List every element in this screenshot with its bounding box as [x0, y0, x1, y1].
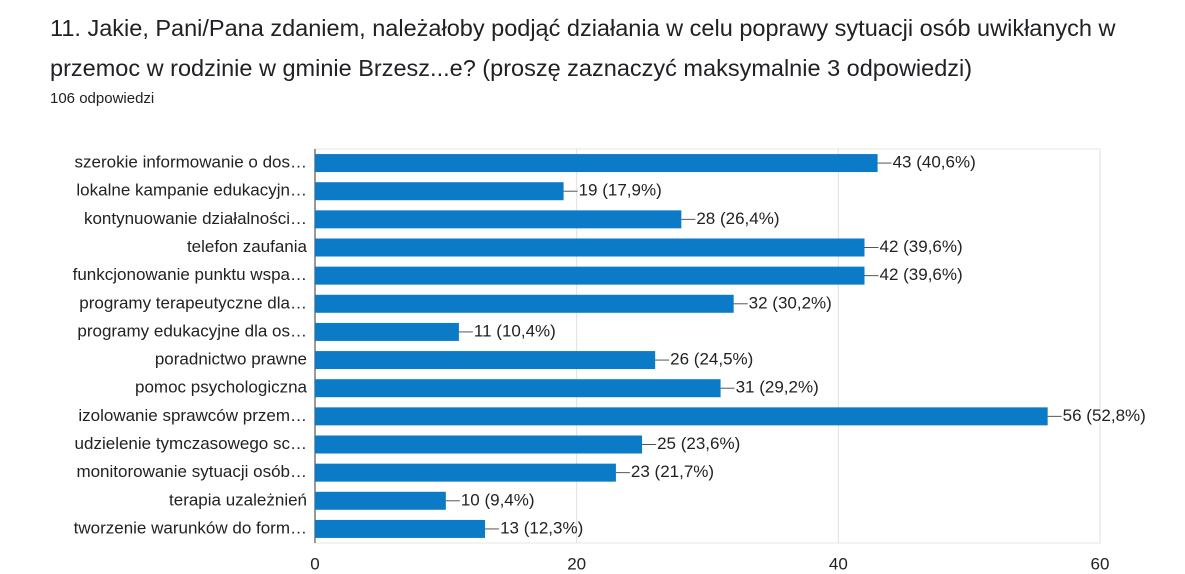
y-tick-label: programy terapeutyczne dla…	[79, 293, 307, 312]
y-tick-label: szerokie informowanie o dos…	[75, 153, 307, 172]
bar	[315, 491, 446, 510]
value-label: 19 (17,9%)	[579, 181, 662, 200]
y-tick-label: udzielenie tymczasowego sc…	[75, 434, 307, 453]
bar	[315, 435, 643, 454]
x-tick-label: 40	[829, 554, 848, 573]
y-tick-label: lokalne kampanie edukacyjn…	[76, 181, 307, 200]
y-tick-label: tworzenie warunków do form…	[74, 518, 307, 537]
y-tick-label: pomoc psychologiczna	[135, 378, 308, 397]
bar	[315, 266, 865, 285]
y-tick-label: telefon zaufania	[187, 237, 308, 256]
value-label: 42 (39,6%)	[880, 265, 963, 284]
value-label: 23 (21,7%)	[631, 462, 714, 481]
value-label: 43 (40,6%)	[893, 153, 976, 172]
y-tick-label: funkcjonowanie punktu wspa…	[73, 265, 307, 284]
y-tick-label: izolowanie sprawców przem…	[78, 406, 307, 425]
y-tick-label: poradnictwo prawne	[155, 350, 307, 369]
value-label: 42 (39,6%)	[880, 237, 963, 256]
y-tick-label: programy edukacyjne dla os…	[77, 321, 307, 340]
value-label: 32 (30,2%)	[749, 293, 832, 312]
y-tick-label: monitorowanie sytuacji osób…	[76, 462, 307, 481]
bar	[315, 154, 878, 173]
value-label: 56 (52,8%)	[1063, 406, 1146, 425]
bar	[315, 463, 616, 482]
x-tick-label: 0	[310, 554, 319, 573]
bar	[315, 407, 1048, 426]
y-tick-label: kontynuowanie działalności…	[84, 209, 307, 228]
value-label: 25 (23,6%)	[657, 434, 740, 453]
chart-title: 11. Jakie, Pani/Pana zdaniem, należałoby…	[50, 15, 1116, 81]
y-tick-label: terapia uzależnień	[169, 490, 307, 509]
chart-subtitle: 106 odpowiedzi	[50, 90, 155, 107]
bar	[315, 210, 682, 229]
value-label: 31 (29,2%)	[736, 378, 819, 397]
bar	[315, 294, 734, 313]
bar	[315, 322, 459, 341]
bar	[315, 379, 721, 398]
value-label: 28 (26,4%)	[696, 209, 779, 228]
x-tick-label: 60	[1091, 554, 1110, 573]
value-label: 10 (9,4%)	[461, 490, 535, 509]
value-label: 26 (24,5%)	[670, 350, 753, 369]
x-tick-label: 20	[567, 554, 586, 573]
value-label: 13 (12,3%)	[500, 518, 583, 537]
bar	[315, 182, 564, 201]
bar	[315, 238, 865, 257]
value-label: 11 (10,4%)	[474, 321, 556, 340]
bar	[315, 519, 486, 538]
bar	[315, 351, 656, 370]
